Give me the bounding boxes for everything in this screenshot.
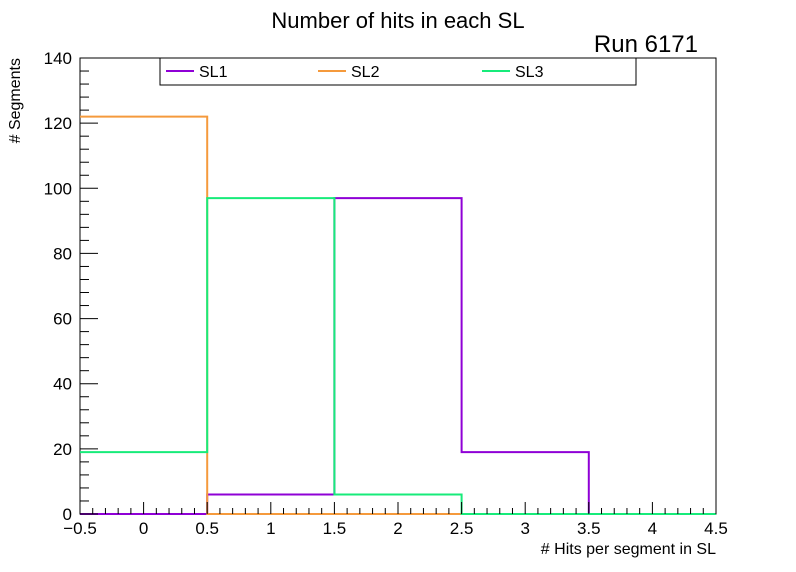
y-axis-label: # Segments xyxy=(7,58,24,143)
y-tick-label: 20 xyxy=(53,440,72,459)
legend-items: SL1 SL2 SL3 xyxy=(166,64,544,81)
plot-area-border xyxy=(79,57,717,515)
y-tick-label: 40 xyxy=(53,375,72,394)
x-tick-label: 1.5 xyxy=(323,519,347,538)
x-tick-label: 0 xyxy=(139,519,148,538)
legend-label-sl2: SL2 xyxy=(351,64,380,81)
chart-title: Number of hits in each SL xyxy=(271,8,524,33)
y-tick-label: 0 xyxy=(63,505,72,524)
run-label: Run 6171 xyxy=(594,31,698,58)
x-tick-label: 2 xyxy=(393,519,402,538)
x-tick-label: 1 xyxy=(266,519,275,538)
x-axis-label: # Hits per segment in SL xyxy=(541,541,716,558)
x-tick-label: 4 xyxy=(648,519,657,538)
series-sl1-line xyxy=(80,197,716,515)
x-tick-label: 2.5 xyxy=(450,519,474,538)
x-tick-label: 3.5 xyxy=(577,519,601,538)
x-tick-label: 3 xyxy=(520,519,529,538)
series-layer xyxy=(80,115,716,515)
y-tick-label: 60 xyxy=(53,310,72,329)
axis-layer: −0.5 0 0.5 1 1.5 2 2.5 3 3.5 4 4.50204060801001201… xyxy=(44,49,728,538)
x-tick-label: 0.5 xyxy=(195,519,219,538)
y-tick-label: 140 xyxy=(44,49,72,68)
series-sl3-line xyxy=(80,197,716,515)
y-tick-label: 100 xyxy=(44,179,72,198)
plot-frame xyxy=(79,57,717,515)
legend-label-sl1: SL1 xyxy=(199,64,228,81)
x-tick-label: −0.5 xyxy=(63,519,97,538)
legend: SL1 SL2 SL3 xyxy=(159,57,637,86)
legend-box xyxy=(159,57,637,86)
legend-label-sl3: SL3 xyxy=(515,64,544,81)
series-sl2-line xyxy=(80,115,716,515)
y-tick-label: 120 xyxy=(44,114,72,133)
y-tick-label: 80 xyxy=(53,244,72,263)
x-tick-label: 4.5 xyxy=(704,519,728,538)
